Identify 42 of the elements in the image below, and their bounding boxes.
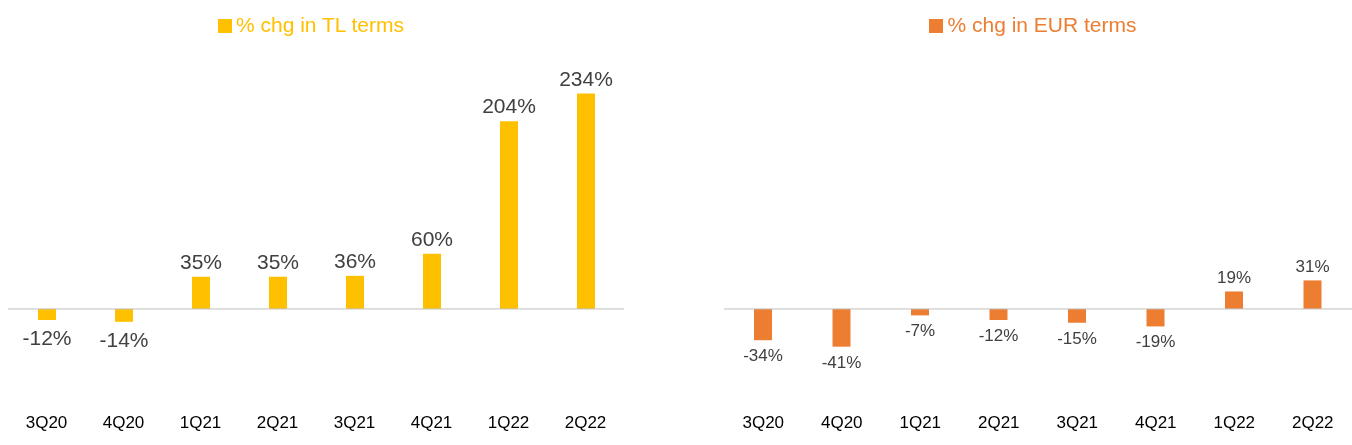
x-tick-label: 3Q20 xyxy=(25,413,68,433)
data-label: -12% xyxy=(22,325,72,349)
bar xyxy=(577,93,595,309)
data-label: -14% xyxy=(99,327,149,351)
x-tick-label: 4Q20 xyxy=(820,413,863,433)
x-tick-label: 1Q22 xyxy=(487,413,530,433)
bar xyxy=(423,253,441,309)
x-tick-label: 2Q21 xyxy=(256,413,299,433)
data-label: -34% xyxy=(743,346,783,366)
bar xyxy=(346,275,364,309)
bar xyxy=(269,276,287,309)
data-label: 204% xyxy=(482,94,536,118)
data-label: 36% xyxy=(333,248,377,272)
x-tick-label: 2Q22 xyxy=(564,413,607,433)
x-tick-label: 1Q22 xyxy=(1213,413,1256,433)
x-tick-label: 4Q21 xyxy=(1134,413,1177,433)
x-tick-label: 4Q21 xyxy=(410,413,453,433)
legend-label: % chg in EUR terms xyxy=(947,13,1137,36)
data-label: -41% xyxy=(821,352,862,372)
legend-label: % chg in TL terms xyxy=(235,13,405,36)
x-tick-label: 3Q20 xyxy=(742,413,785,433)
bar xyxy=(500,121,518,309)
x-tick-label: 2Q22 xyxy=(1291,413,1334,433)
data-label: -7% xyxy=(904,321,936,341)
bar xyxy=(192,276,210,309)
data-label: 35% xyxy=(256,249,300,273)
x-tick-label: 4Q20 xyxy=(102,413,145,433)
data-label: -12% xyxy=(978,325,1019,345)
data-label: -15% xyxy=(1057,328,1097,348)
bar xyxy=(38,308,56,320)
x-tick-label: 1Q21 xyxy=(899,413,942,433)
data-label: 35% xyxy=(179,249,223,273)
bar xyxy=(115,308,133,322)
data-label: 19% xyxy=(1216,268,1252,288)
x-tick-label: 3Q21 xyxy=(333,413,376,433)
data-label: 31% xyxy=(1295,257,1330,277)
data-label: 60% xyxy=(410,226,454,250)
data-label: 234% xyxy=(559,66,613,90)
x-tick-label: 1Q21 xyxy=(179,413,222,433)
x-tick-label: 3Q21 xyxy=(1056,413,1099,433)
x-tick-label: 2Q21 xyxy=(977,413,1020,433)
data-label: -19% xyxy=(1135,332,1176,352)
